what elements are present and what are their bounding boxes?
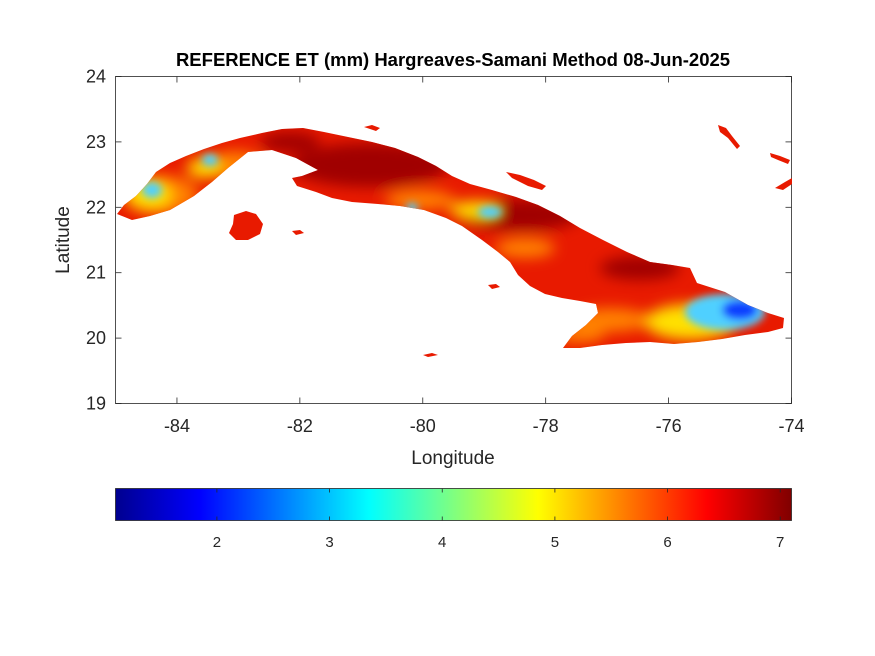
x-tick-label: -84 [164, 416, 190, 436]
x-tick-label: -76 [656, 416, 682, 436]
islet [364, 125, 380, 131]
islet [506, 172, 546, 190]
colorbar-tick-label: 5 [551, 534, 559, 551]
colorbar [115, 488, 792, 521]
colorbar-tick-label: 6 [663, 534, 671, 551]
y-tick-label: 21 [86, 263, 106, 283]
et-high-region [290, 143, 450, 187]
x-tick-label: -74 [778, 416, 804, 436]
y-axis-ticks [115, 76, 792, 404]
et-mid-region [385, 190, 455, 210]
figure-title: REFERENCE ET (mm) Hargreaves-Samani Meth… [176, 49, 730, 70]
islet [775, 178, 792, 190]
axes-box [115, 76, 792, 404]
x-tick-label: -80 [410, 416, 436, 436]
colorbar-tick-label: 4 [438, 534, 446, 551]
x-axis-label: Longitude [411, 448, 494, 469]
colorbar-tick-label: 7 [776, 534, 784, 551]
y-tick-label: 20 [86, 328, 106, 348]
colorbar-tick-label: 2 [213, 534, 221, 551]
islet [718, 125, 740, 149]
et-cool-region [202, 154, 218, 166]
x-tick-label: -82 [287, 416, 313, 436]
colorbar-tick-labels: 2 3 4 5 6 7 [213, 534, 785, 551]
et-mid-region [495, 238, 555, 258]
et-cool-region [478, 206, 502, 218]
x-axis-ticks [176, 76, 792, 404]
colorbar-tick-label: 3 [325, 534, 333, 551]
et-high-region [260, 132, 320, 152]
y-tick-label: 24 [86, 67, 106, 87]
y-tick-label: 22 [86, 197, 106, 217]
islet [292, 230, 304, 235]
y-tick-label: 23 [86, 132, 106, 152]
islet [488, 284, 500, 289]
x-tick-labels: -84 -82 -80 -78 -76 -74 [164, 416, 805, 436]
y-tick-label: 19 [86, 394, 106, 414]
x-tick-label: -78 [533, 416, 559, 436]
et-cool-region [142, 182, 162, 198]
y-axis-label: Latitude [53, 206, 74, 274]
islet [423, 353, 438, 357]
colorbar-ticks [216, 488, 781, 521]
y-tick-labels: 19 20 21 22 23 24 [86, 67, 106, 414]
islet [770, 153, 790, 164]
